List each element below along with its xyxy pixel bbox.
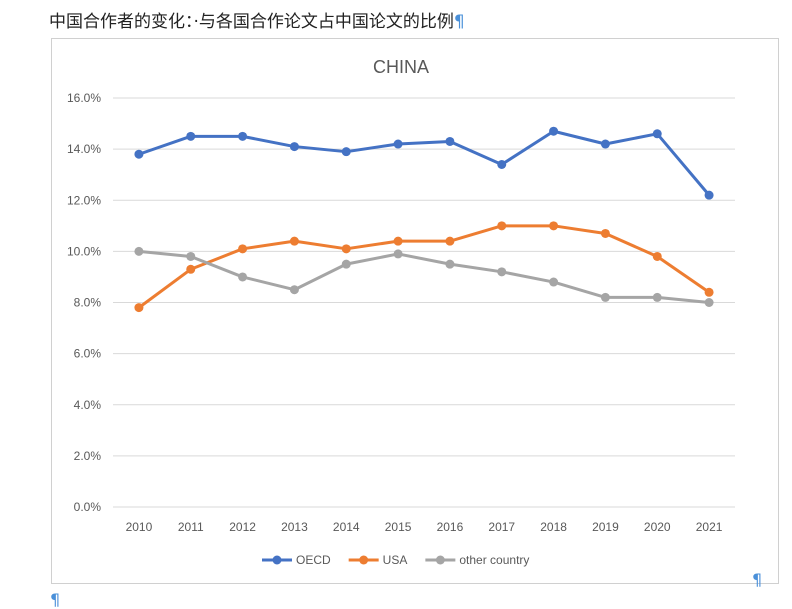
data-point-oecd: [238, 131, 248, 141]
data-point-usa: [341, 244, 351, 254]
x-tick-label: 2021: [696, 520, 723, 534]
data-point-other-country: [238, 272, 248, 282]
x-tick-label: 2017: [488, 520, 515, 534]
data-point-other-country: [186, 251, 196, 261]
legend-label-usa: USA: [383, 553, 408, 567]
data-point-other-country: [652, 292, 662, 302]
legend-label-other-country: other country: [459, 553, 529, 567]
y-tick-label: 12.0%: [67, 193, 101, 207]
pilcrow-mark: ¶: [752, 570, 763, 589]
y-tick-label: 8.0%: [74, 296, 102, 310]
document-heading: 中国合作者的变化：·与各国合作论文占中国论文的比例¶: [49, 7, 465, 32]
x-tick-label: 2014: [333, 520, 360, 534]
y-tick-label: 14.0%: [67, 142, 101, 156]
x-tick-label: 2013: [281, 520, 308, 534]
data-point-oecd: [393, 139, 403, 149]
data-point-other-country: [549, 277, 559, 287]
data-point-other-country: [341, 259, 351, 269]
data-point-usa: [497, 221, 507, 231]
x-tick-label: 2010: [126, 520, 153, 534]
y-tick-label: 2.0%: [74, 449, 102, 463]
data-point-oecd: [497, 159, 507, 169]
data-point-other-country: [289, 285, 299, 295]
data-point-usa: [289, 236, 299, 246]
y-tick-label: 6.0%: [74, 347, 102, 361]
x-tick-label: 2020: [644, 520, 671, 534]
data-point-usa: [652, 251, 662, 261]
data-point-usa: [134, 303, 144, 313]
heading-text: 中国合作者的变化：·与各国合作论文占中国论文的比例: [49, 12, 454, 32]
legend-marker-oecd: [272, 555, 282, 565]
data-point-other-country: [445, 259, 455, 269]
pilcrow-mark: ¶: [50, 590, 61, 609]
data-point-usa: [186, 264, 196, 274]
x-tick-label: 2019: [592, 520, 619, 534]
data-point-usa: [238, 244, 248, 254]
legend-label-oecd: OECD: [296, 553, 331, 567]
x-tick-label: 2012: [229, 520, 256, 534]
data-point-oecd: [549, 126, 559, 136]
chart-frame[interactable]: [51, 38, 779, 584]
legend-marker-other-country: [435, 555, 445, 565]
data-point-other-country: [134, 246, 144, 256]
data-point-usa: [600, 228, 610, 238]
data-point-oecd: [134, 149, 144, 159]
data-point-oecd: [704, 190, 714, 200]
y-tick-label: 0.0%: [74, 500, 102, 514]
data-point-usa: [704, 287, 714, 297]
y-tick-label: 10.0%: [67, 244, 101, 258]
data-point-other-country: [704, 298, 714, 307]
data-point-usa: [393, 236, 403, 246]
x-tick-label: 2016: [437, 520, 464, 534]
legend-marker-usa: [359, 555, 369, 565]
data-point-oecd: [289, 142, 299, 152]
data-point-usa: [549, 221, 559, 231]
x-tick-label: 2011: [178, 520, 204, 534]
chart-title: CHINA: [373, 57, 429, 77]
data-point-oecd: [186, 131, 196, 141]
y-tick-label: 16.0%: [67, 91, 101, 105]
x-tick-label: 2018: [540, 520, 567, 534]
series-line-usa: [138, 224, 710, 309]
data-point-other-country: [393, 249, 403, 259]
data-point-oecd: [341, 147, 351, 157]
pilcrow-mark: ¶: [453, 12, 465, 32]
series-line-other-country: [138, 249, 710, 304]
y-tick-label: 4.0%: [74, 398, 102, 412]
data-point-other-country: [600, 292, 610, 302]
data-point-usa: [445, 236, 455, 246]
data-point-oecd: [445, 136, 455, 146]
series-line-oecd: [138, 129, 711, 197]
data-point-oecd: [652, 129, 662, 139]
data-point-other-country: [497, 267, 507, 277]
data-point-oecd: [600, 139, 610, 149]
x-tick-label: 2015: [385, 520, 412, 534]
